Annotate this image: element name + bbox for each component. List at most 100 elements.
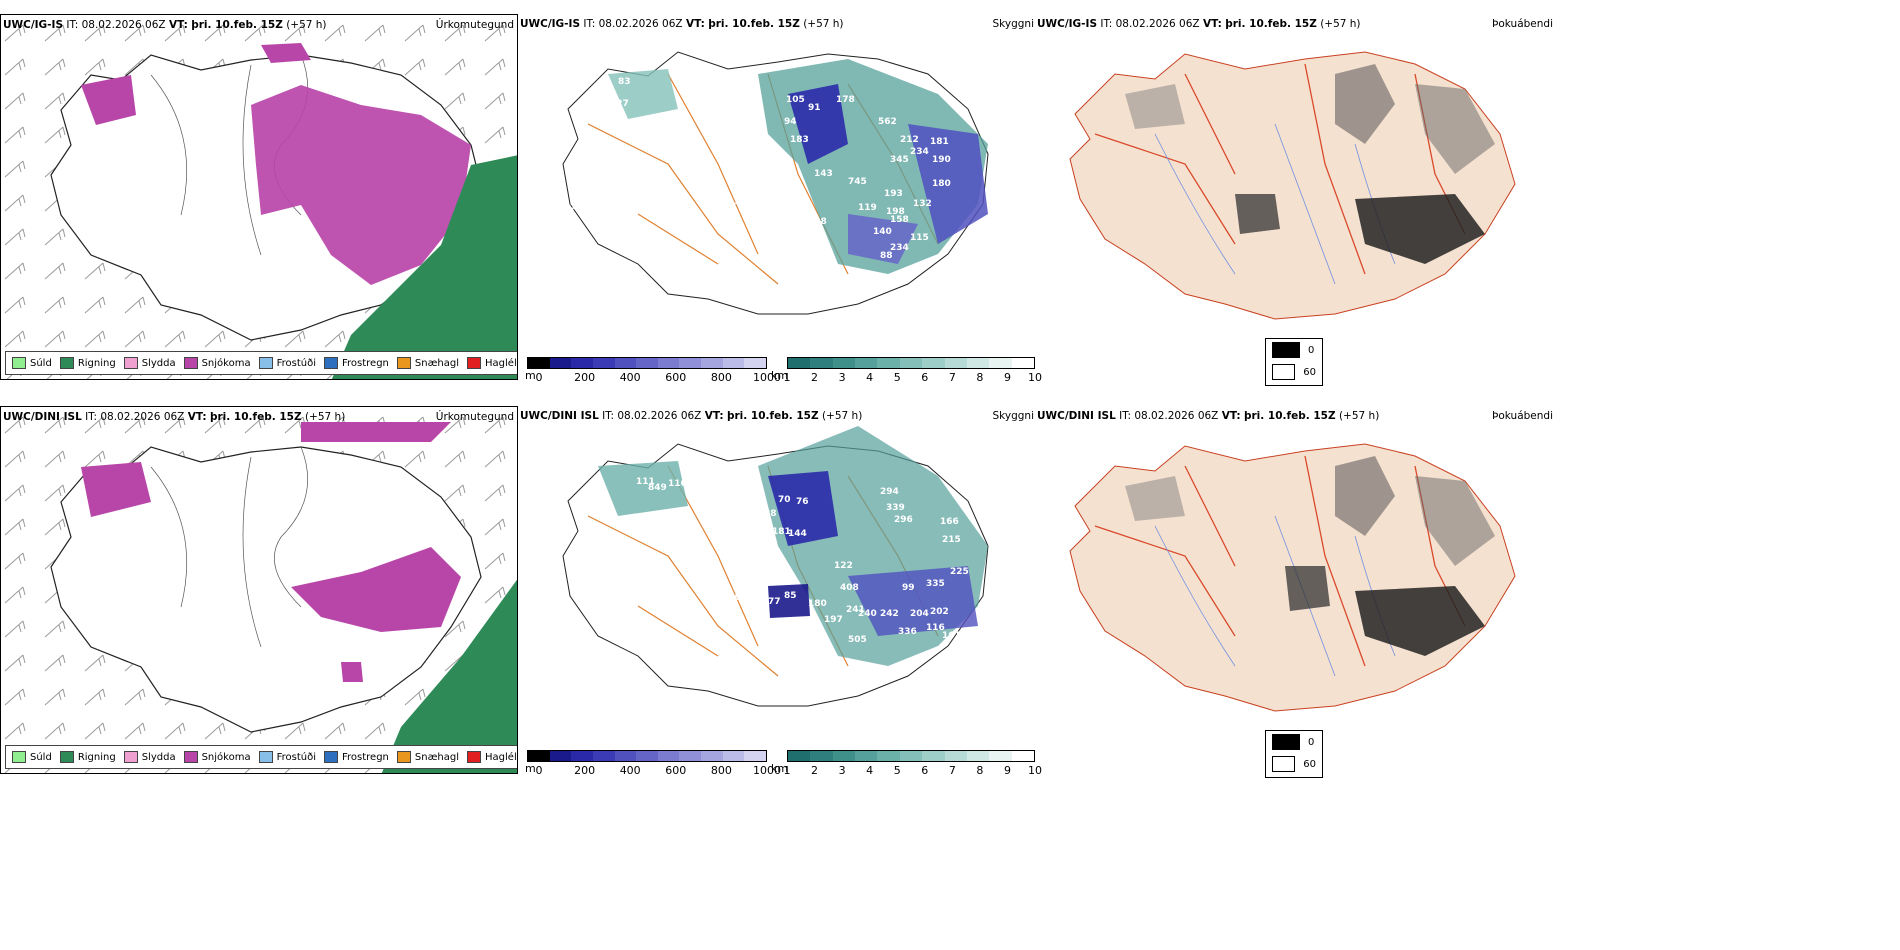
precip-type-panel-bottom: UWC/DINI ISL IT: 08.02.2026 06Z VT: þri.… bbox=[0, 406, 518, 774]
ceiling-value-label: 225 bbox=[950, 567, 969, 577]
ceiling-value-label: 130 bbox=[722, 593, 741, 603]
fog-legend-bottom: 0 60 bbox=[1265, 730, 1323, 778]
colorbar-segment bbox=[701, 358, 723, 368]
ceiling-value-label: 195 bbox=[782, 205, 801, 215]
legend-item: Rigning bbox=[59, 751, 116, 763]
precip-type-legend: Súld Rigning Slydda Snjókoma Frostúði Fr… bbox=[5, 351, 517, 375]
visibility-scale-bottom: 1 2 3 4 5 6 7 8 9 10 km bbox=[771, 750, 1042, 784]
colorbar-segment bbox=[855, 751, 878, 761]
scale-tick-label: 10 bbox=[1028, 371, 1042, 384]
legend-swatch bbox=[59, 751, 74, 763]
ceiling-value-label: 124 bbox=[818, 275, 837, 285]
panel-label: Þokuábendi bbox=[1492, 18, 1553, 30]
ceiling-value-label: 240 bbox=[858, 609, 877, 619]
colorbar-segment bbox=[636, 358, 658, 368]
ceiling-value-label: 127 bbox=[610, 99, 629, 109]
snow-area bbox=[251, 85, 471, 285]
snow-area bbox=[341, 662, 363, 682]
ceiling-value-label: 77 bbox=[768, 597, 781, 607]
ceiling-value-label: 91 bbox=[808, 103, 821, 113]
fog-area bbox=[1285, 566, 1330, 611]
scale-tick-label: 8 bbox=[976, 764, 984, 777]
scale-tick-label: 4 bbox=[866, 764, 874, 777]
iceland-outline bbox=[50, 446, 482, 733]
ceiling-scale-bottom: 0 200 400 600 800 1000 m bbox=[525, 750, 781, 784]
ceiling-value-label: 79 bbox=[570, 203, 583, 213]
ceiling-value-label: 198 bbox=[886, 207, 905, 217]
ceiling-value-label: 849 bbox=[648, 483, 667, 493]
visibility-colorbar bbox=[787, 750, 1035, 762]
legend-item: Haglél bbox=[467, 751, 517, 763]
precip-type-legend: Súld Rigning Slydda Snjókoma Frostúði Fr… bbox=[5, 745, 517, 769]
ceiling-value-label: 96 bbox=[776, 201, 789, 211]
ceiling-area bbox=[848, 566, 978, 636]
ceiling-value-label: 168 bbox=[766, 157, 785, 167]
colorbar-segment bbox=[877, 358, 900, 368]
scale-tick-label: 3 bbox=[838, 371, 846, 384]
colorbar-segment bbox=[592, 751, 615, 761]
ceiling-area bbox=[768, 584, 810, 618]
ceiling-value-label: 180 bbox=[932, 179, 951, 189]
fog-area bbox=[1125, 84, 1185, 129]
ceiling-value-label: 208 bbox=[808, 217, 827, 227]
scale-tick-label: 6 bbox=[921, 371, 929, 384]
colorbar-segment bbox=[810, 751, 833, 761]
scale-tick-label: 10 bbox=[1028, 764, 1042, 777]
scale-tick-label: 1 bbox=[783, 371, 791, 384]
ceiling-value-label: 202 bbox=[930, 607, 949, 617]
ceiling-value-label: 193 bbox=[884, 189, 903, 199]
scale-tick-label: 7 bbox=[948, 764, 956, 777]
legend-swatch bbox=[183, 357, 198, 369]
legend-item: Frostúði bbox=[258, 357, 316, 369]
scale-tick-label: 5 bbox=[893, 371, 901, 384]
legend-item: Snæhagl bbox=[396, 751, 459, 763]
colorbar-segment bbox=[944, 358, 967, 368]
legend-item: Súld bbox=[12, 357, 52, 369]
scale-tick-label: 4 bbox=[866, 371, 874, 384]
scale-tick-label: 800 bbox=[710, 371, 732, 384]
ceiling-value-label: 144 bbox=[788, 529, 807, 539]
scale-tick-label: 600 bbox=[665, 371, 687, 384]
colorbar-segment bbox=[744, 751, 767, 761]
colorbar-segment bbox=[899, 358, 923, 368]
scale-tick-label: 1000 bbox=[753, 764, 781, 777]
scale-tick-label: 9 bbox=[1003, 371, 1011, 384]
colorbar-segment bbox=[657, 751, 680, 761]
colorbar-segment bbox=[722, 358, 745, 368]
ceiling-value-label: 181 bbox=[772, 527, 791, 537]
colorbar-segment bbox=[1011, 358, 1034, 368]
snow-area bbox=[301, 422, 451, 442]
ceiling-value-label: 215 bbox=[942, 535, 961, 545]
legend-item: Snæhagl bbox=[396, 357, 459, 369]
ceiling-value-label: 122 bbox=[834, 561, 853, 571]
ceiling-value-label: 197 bbox=[824, 615, 843, 625]
scale-tick-label: 5 bbox=[893, 764, 901, 777]
ceiling-value-label: 130 bbox=[728, 197, 747, 207]
colorbar-segment bbox=[549, 358, 572, 368]
legend-swatch bbox=[324, 357, 338, 369]
snow-area bbox=[291, 547, 461, 632]
legend-swatch bbox=[12, 751, 26, 763]
snow-area bbox=[261, 43, 311, 63]
visibility-area bbox=[598, 461, 688, 516]
ceiling-value-label: 132 bbox=[913, 199, 932, 209]
visibility-area bbox=[608, 69, 678, 119]
visibility-unit: km bbox=[771, 369, 789, 382]
legend-swatch bbox=[123, 751, 138, 763]
legend-item: Frostúði bbox=[258, 751, 316, 763]
ceiling-value-label: 85 bbox=[758, 155, 771, 165]
precip-type-map bbox=[1, 15, 517, 379]
scale-tick-label: 600 bbox=[665, 764, 687, 777]
colorbar-segment bbox=[788, 358, 811, 368]
colorbar-segment bbox=[788, 751, 811, 761]
colorbar-segment bbox=[614, 358, 637, 368]
legend-item: Rigning bbox=[59, 357, 116, 369]
ceiling-value-label: 241 bbox=[846, 605, 865, 615]
fog-area bbox=[1355, 194, 1485, 264]
snow-area bbox=[81, 75, 136, 125]
scale-tick-label: 7 bbox=[948, 371, 956, 384]
rain-area bbox=[331, 155, 517, 379]
colorbar-segment bbox=[899, 751, 923, 761]
scale-tick-label: 400 bbox=[619, 764, 641, 777]
